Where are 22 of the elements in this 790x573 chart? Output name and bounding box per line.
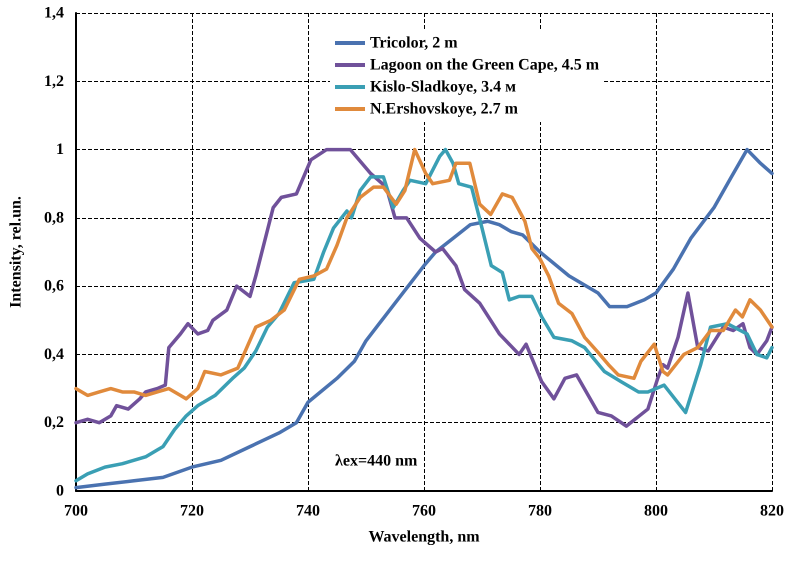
x-tick-label: 700 [64, 502, 88, 520]
y-tick-label: 1,4 [44, 4, 64, 22]
y-tick-label: 0,8 [44, 209, 64, 226]
y-tick-label: 1 [56, 141, 64, 158]
annotation: λex=440 nm [335, 452, 418, 470]
legend-label: N.Ershovskoye, 2.7 m [370, 100, 519, 118]
x-tick-label: 820 [760, 502, 784, 520]
x-axis-title: Wavelength, nm [368, 528, 480, 546]
y-tick-label: 0,6 [44, 278, 64, 295]
x-tick-label: 740 [296, 502, 320, 520]
y-tick-label: 1,2 [44, 72, 64, 90]
legend-label: Kislo-Sladkoye, 3.4 м [370, 78, 516, 96]
y-tick-label: 0,2 [44, 414, 64, 432]
x-tick-label: 780 [528, 502, 552, 520]
legend-label: Lagoon on the Green Cape, 4.5 m [370, 56, 600, 74]
y-tick-label: 0,4 [44, 346, 64, 363]
legend-label: Tricolor, 2 m [370, 34, 458, 52]
x-tick-label: 720 [180, 502, 204, 520]
y-tick-label: 0 [56, 482, 64, 500]
y-axis-title: Intensity, rel.un. [8, 196, 24, 308]
x-tick-label: 800 [644, 502, 668, 520]
x-tick-label: 760 [412, 502, 436, 520]
